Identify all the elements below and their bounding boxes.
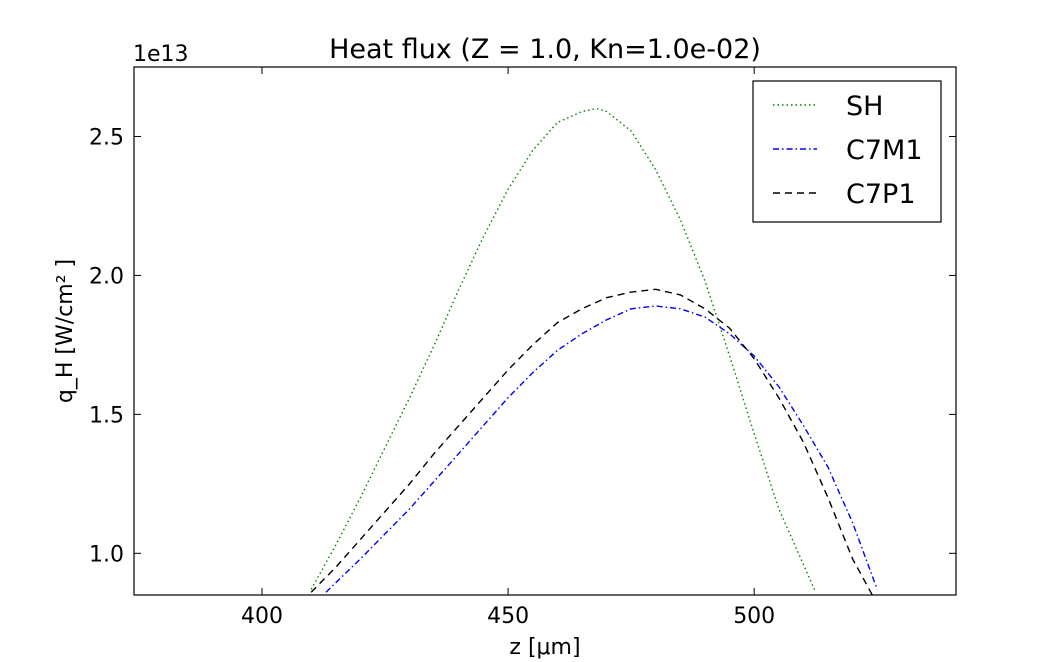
legend-label-c7m1: C7M1 [846, 135, 923, 166]
legend: SH C7M1 C7P1 [752, 80, 942, 223]
y-tick-label: 1.0 [89, 542, 124, 567]
legend-box [752, 80, 942, 223]
plot-frame [133, 66, 957, 596]
chart-title: Heat flux (Z = 1.0, Kn=1.0e-02) [329, 34, 761, 65]
x-tick-label: 500 [733, 604, 775, 629]
y-offset-label: 1e13 [133, 42, 189, 67]
legend-label-c7p1: C7P1 [846, 179, 916, 210]
x-tick-label: 400 [241, 604, 283, 629]
x-axis-label: z [μm] [509, 635, 580, 660]
y-tick-label: 1.5 [89, 403, 124, 428]
series-line-c7p1 [310, 288, 873, 595]
x-tick-label: 450 [487, 604, 529, 629]
series-line-c7m1 [325, 305, 878, 593]
y-tick-label: 2.0 [89, 264, 124, 289]
legend-label-sh: SH [846, 91, 883, 122]
series-layer [310, 107, 878, 595]
ticks-layer: 400 450 500 1.0 1.5 2.0 2.5 [89, 67, 956, 629]
y-tick-label: 2.5 [89, 125, 124, 150]
y-axis-label: q_H [W/cm² ] [53, 259, 78, 403]
series-line-sh [310, 107, 817, 593]
